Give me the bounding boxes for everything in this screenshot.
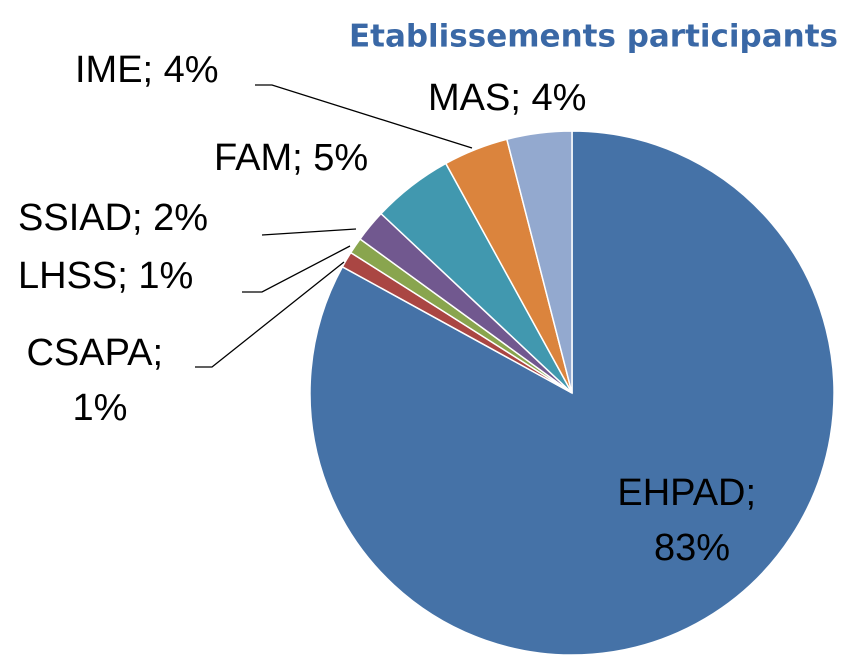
leader-line <box>255 84 473 149</box>
data-label-line: EHPAD; <box>617 472 766 514</box>
data-label: IME; 4% <box>75 49 219 91</box>
data-label: CSAPA; 1% <box>26 332 173 429</box>
data-label-line: 1% <box>73 387 128 429</box>
pie-slice <box>505 130 573 394</box>
data-label: FAM; 5% <box>214 137 368 179</box>
leader-line <box>242 245 351 293</box>
data-label: SSIAD; 2% <box>18 197 208 239</box>
leader-line <box>195 261 345 368</box>
data-label: MAS; 4% <box>428 77 586 119</box>
data-label: EHPAD; 83% <box>617 472 766 569</box>
leader-line <box>261 228 357 236</box>
pie-slice <box>309 130 835 655</box>
data-label-line: CSAPA; <box>26 332 173 374</box>
data-label: LHSS; 1% <box>18 255 193 297</box>
data-label-line: 83% <box>654 527 730 569</box>
chart-title: Etablissements participants <box>349 19 838 55</box>
